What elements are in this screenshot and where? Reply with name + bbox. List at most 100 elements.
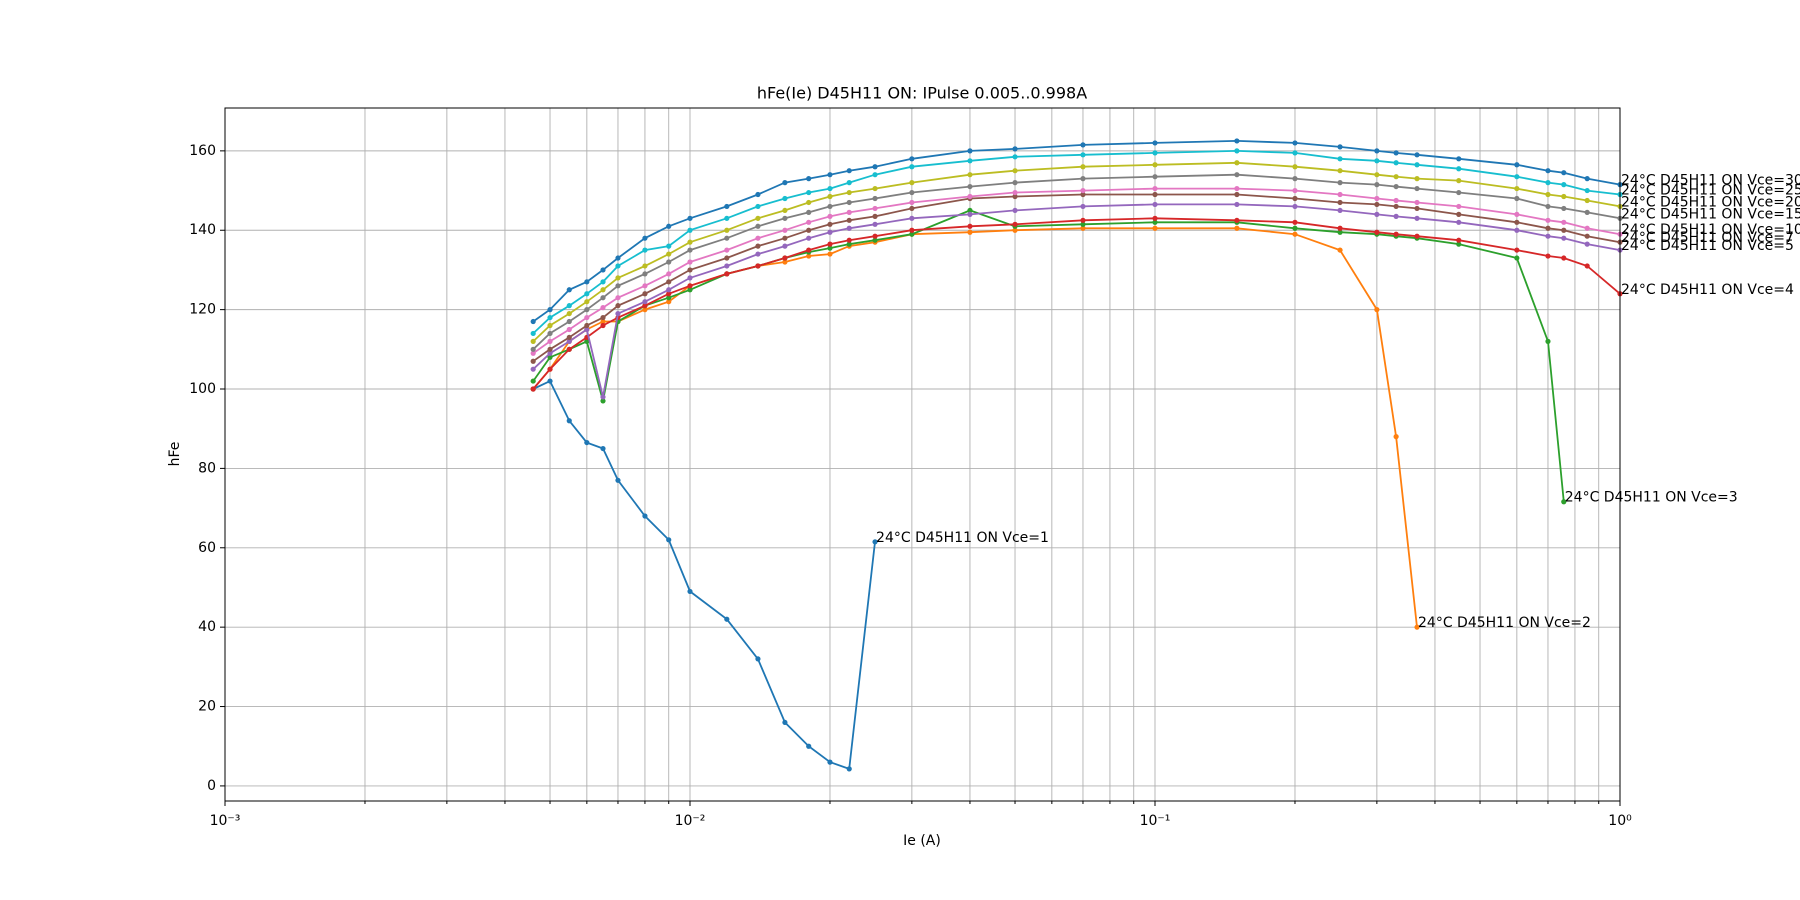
data-point — [1292, 187, 1298, 194]
data-point — [1292, 140, 1298, 146]
data-point — [872, 164, 878, 170]
data-point — [1545, 217, 1551, 223]
data-point — [642, 271, 648, 277]
data-point — [806, 199, 812, 206]
data-point — [666, 279, 672, 285]
data-point — [615, 255, 621, 261]
data-point — [1414, 215, 1420, 221]
data-point — [827, 241, 833, 247]
data-point — [615, 283, 621, 289]
y-tick-label: 120 — [189, 302, 216, 318]
data-point — [1234, 191, 1240, 198]
data-point — [1012, 146, 1018, 152]
data-point — [1545, 338, 1551, 344]
series-line — [532, 209, 1565, 502]
data-point — [1374, 158, 1380, 164]
data-point — [584, 326, 590, 333]
series-label: 24°C D45H11 ON Vce=15 — [1621, 206, 1800, 222]
data-point — [687, 267, 693, 273]
data-point — [967, 211, 973, 217]
data-point — [1337, 144, 1343, 150]
data-point — [615, 310, 621, 317]
data-point — [566, 334, 572, 341]
data-point — [967, 223, 973, 229]
data-point — [1337, 207, 1343, 214]
data-point — [1584, 209, 1590, 215]
data-point — [846, 225, 852, 231]
data-point — [846, 217, 852, 223]
data-point — [566, 303, 572, 309]
data-point — [584, 291, 590, 297]
data-point — [1456, 241, 1462, 247]
data-point — [827, 221, 833, 227]
data-point — [724, 255, 730, 261]
data-point — [872, 172, 878, 178]
data-point — [724, 247, 730, 253]
data-point — [547, 322, 553, 329]
data-point — [1514, 255, 1520, 261]
data-point — [967, 172, 973, 178]
data-point — [782, 719, 788, 726]
data-point — [872, 195, 878, 202]
data-point — [566, 310, 572, 317]
data-point — [872, 185, 878, 192]
data-point — [1414, 624, 1420, 630]
data-point — [909, 227, 915, 233]
data-point — [1456, 189, 1462, 196]
data-point — [1292, 231, 1298, 237]
data-point — [1012, 221, 1018, 227]
data-point — [584, 299, 590, 305]
data-point — [1234, 201, 1240, 208]
data-point — [566, 346, 572, 352]
data-point — [642, 299, 648, 305]
data-point — [1545, 203, 1551, 210]
data-point — [1152, 150, 1158, 156]
series-line — [532, 203, 1621, 398]
x-axis-label: Ie (A) — [903, 833, 941, 849]
data-point — [687, 259, 693, 265]
data-point — [687, 588, 693, 595]
data-point — [600, 287, 606, 293]
data-point — [827, 245, 833, 251]
data-point — [615, 275, 621, 281]
labels: 24°C D45H11 ON Vce=1 24°C D45H11 ON Vce=2… — [876, 173, 1800, 632]
data-point — [909, 189, 915, 196]
data-point — [1545, 225, 1551, 231]
x-tick-label: 10⁻² — [675, 813, 706, 829]
data-point — [846, 180, 852, 186]
data-point — [1012, 207, 1018, 214]
data-point — [547, 346, 553, 352]
data-point — [1514, 162, 1520, 168]
data-point — [1234, 160, 1240, 166]
data-point — [547, 330, 553, 337]
data-point — [1393, 213, 1399, 219]
data-point — [1414, 199, 1420, 206]
data-point — [827, 229, 833, 235]
data-point — [1514, 219, 1520, 225]
y-tick-label: 160 — [189, 143, 216, 159]
data-point — [1456, 178, 1462, 184]
x-tick-label: 10⁰ — [1608, 813, 1632, 829]
data-point — [1152, 191, 1158, 198]
data-point — [1545, 253, 1551, 259]
data-point — [846, 199, 852, 206]
data-point — [1337, 199, 1343, 206]
data-point — [827, 251, 833, 257]
data-point — [530, 318, 536, 325]
series-label: 24°C D45H11 ON Vce=7 — [1621, 230, 1794, 246]
data-point — [1393, 231, 1399, 237]
data-point — [1584, 187, 1590, 194]
x-tick-label: 10⁻¹ — [1140, 813, 1171, 829]
data-point — [584, 314, 590, 321]
data-point — [1414, 152, 1420, 158]
data-point — [1234, 185, 1240, 192]
data-point — [547, 307, 553, 313]
data-point — [584, 338, 590, 344]
data-point — [1292, 225, 1298, 231]
data-point — [1584, 197, 1590, 204]
data-point — [547, 378, 553, 384]
data-point — [755, 203, 761, 210]
data-point — [1337, 229, 1343, 235]
series-label: 24°C D45H11 ON Vce=30 — [1621, 173, 1800, 189]
data-point — [782, 227, 788, 233]
